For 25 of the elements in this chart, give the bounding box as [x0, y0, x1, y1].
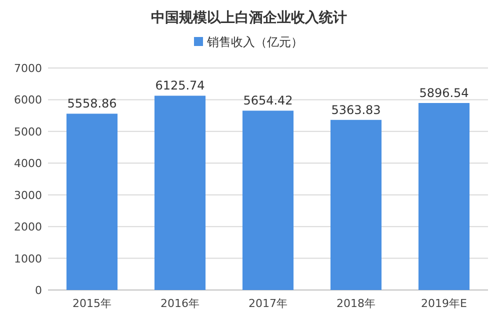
bar [330, 120, 382, 290]
x-tick-label: 2016年 [160, 297, 200, 310]
data-label: 5896.54 [419, 86, 469, 100]
x-tick-label: 2017年 [248, 297, 288, 310]
y-tick-label: 5000 [14, 125, 42, 138]
x-tick-label: 2015年 [72, 297, 112, 310]
y-tick-label: 2000 [14, 220, 42, 234]
chart-title: 中国规模以上白酒企业收入统计 [151, 9, 347, 26]
y-tick-label: 1000 [14, 252, 42, 266]
x-tick-label: 2019年E [421, 297, 468, 310]
bar [66, 114, 118, 290]
y-tick-label: 6000 [14, 94, 42, 107]
bar [154, 96, 206, 290]
y-tick-label: 0 [35, 284, 42, 297]
legend-label: 销售收入（亿元） [206, 35, 303, 49]
data-label: 5558.86 [67, 96, 117, 111]
data-label: 5654.42 [243, 94, 293, 108]
y-tick-label: 3000 [14, 188, 42, 202]
data-label: 5363.83 [331, 102, 381, 117]
bar [418, 102, 470, 290]
data-label: 6125.74 [155, 78, 205, 93]
bar [242, 110, 294, 290]
y-tick-label: 4000 [14, 157, 42, 170]
x-tick-label: 2018年 [336, 297, 376, 310]
y-tick-label: 7000 [14, 62, 42, 75]
